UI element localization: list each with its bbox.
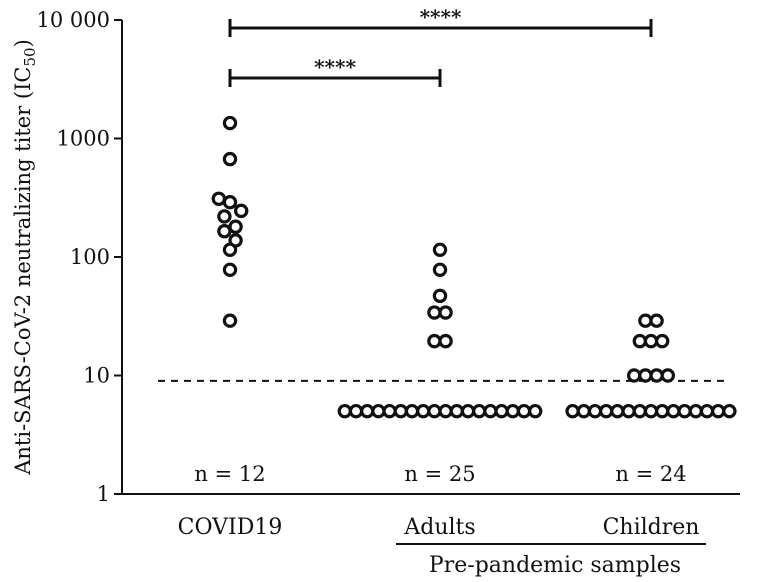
y-tick-label: 10 000 [37,8,110,32]
data-point [438,305,453,320]
data-point [627,368,642,383]
sample-count-label: n = 12 [194,462,265,486]
data-point [649,313,664,328]
data-point [610,403,625,419]
data-point [528,403,543,419]
significance-stars: **** [420,5,462,29]
data-point [722,403,737,419]
y-tick-label: 100 [70,245,110,269]
data-point [643,403,659,419]
data-point [222,195,238,210]
data-point [432,262,448,277]
data-point [217,224,232,239]
data-point [222,242,238,258]
data-point [393,403,408,419]
data-point [666,403,681,419]
significance-bracket [228,19,653,37]
data-point [576,403,592,419]
data-point [632,403,648,419]
data-point [222,262,238,277]
data-point [677,403,692,419]
y-tick-label: 1000 [57,127,110,151]
data-points [211,115,737,419]
data-point [643,333,659,349]
data-point [621,403,636,419]
data-point [427,333,442,349]
data-point [360,403,375,419]
sample-count-label: n = 25 [404,462,475,486]
data-point [711,403,726,419]
data-point [432,288,448,304]
data-point [228,219,243,234]
data-point [211,191,226,206]
data-point [638,368,653,383]
data-point [565,403,580,419]
data-point [660,368,676,383]
group-label: Pre-pandemic samples [429,553,681,578]
data-point [483,403,498,419]
data-point [638,313,653,328]
data-point [587,403,603,419]
data-point [427,305,442,320]
x-category-label: Children [603,515,700,540]
significance-stars: **** [314,55,356,79]
data-point [404,403,420,419]
data-point [222,115,238,131]
data-point [449,403,464,419]
data-point [233,203,249,219]
data-point [222,313,238,328]
x-categories: COVID19 Adults Children [178,515,700,540]
y-tick-label: 10 [83,364,110,388]
data-point [472,403,487,419]
data-point [460,403,476,419]
data-point [348,403,364,419]
data-point [382,403,397,419]
data-point [649,368,664,383]
y-axis-label: Anti-SARS-CoV-2 neutralizing titer (IC50… [11,39,39,476]
data-point [432,242,448,258]
data-point [494,403,509,419]
data-point [337,403,352,419]
x-category-label: COVID19 [178,515,283,540]
data-point [516,403,532,419]
significance-brackets: **** **** [228,5,653,87]
sample-counts: n = 12 n = 25 n = 24 [194,462,686,486]
x-category-label: Adults [403,515,475,540]
data-point [438,403,453,419]
data-point [688,403,704,419]
data-point [655,403,670,419]
y-tick-label: 1 [97,482,110,506]
data-point [655,333,670,349]
data-point [222,151,238,167]
data-point [699,403,715,419]
significance-bracket [228,69,442,87]
data-point [217,209,232,224]
data-point [371,403,386,419]
data-point [599,403,614,419]
data-point [427,403,442,419]
data-point [416,403,431,419]
sample-count-label: n = 24 [615,462,686,486]
y-ticks: 1 10 100 1000 10 000 [37,8,122,506]
data-point [438,333,453,349]
data-point [632,333,648,349]
data-point [505,403,520,419]
